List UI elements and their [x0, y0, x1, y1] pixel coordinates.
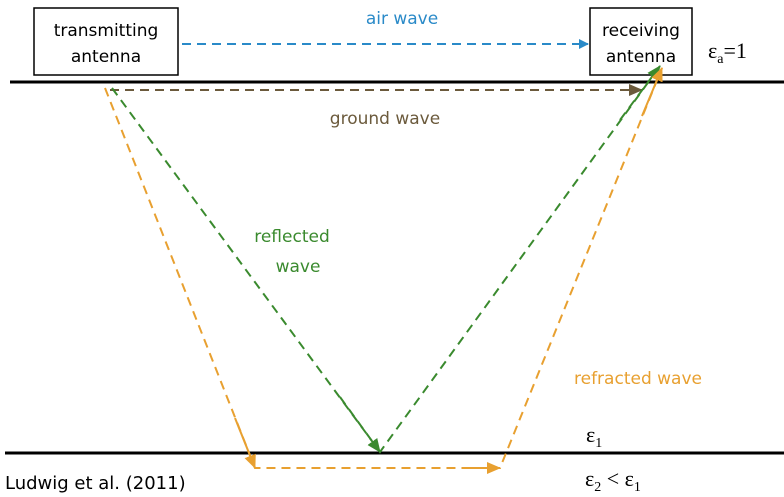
- citation: Ludwig et al. (2011): [5, 473, 186, 494]
- receiving-box: [589, 7, 693, 76]
- reflected-arrow: [619, 65, 661, 121]
- label: ground wave: [330, 109, 440, 129]
- label: antenna: [606, 47, 676, 67]
- symbol: ε: [585, 466, 594, 491]
- value: =1: [723, 38, 746, 63]
- refracted-arrow: [641, 67, 663, 117]
- label: air wave: [366, 9, 438, 29]
- symbol: ε: [708, 38, 717, 63]
- subscript: 2: [594, 480, 601, 495]
- label: transmitting: [54, 21, 159, 41]
- label: reflected: [254, 227, 330, 247]
- relation: <: [601, 466, 624, 491]
- symbol: ε: [625, 466, 634, 491]
- refracted-arrow: [234, 417, 256, 469]
- symbol: ε: [586, 422, 595, 447]
- epsilon-2: ε2 < ε1: [585, 466, 641, 495]
- subscript: 1: [595, 436, 602, 451]
- subscript: a: [717, 52, 724, 67]
- subscript: 1: [634, 480, 641, 495]
- epsilon-air: εa=1: [708, 38, 747, 67]
- label: refracted wave: [574, 369, 702, 389]
- epsilon-1: ε1: [586, 422, 602, 451]
- refracted-wave: [104, 67, 663, 469]
- label: receiving: [602, 21, 680, 41]
- label: wave: [276, 257, 321, 277]
- label: antenna: [71, 47, 141, 67]
- reflected-arrow: [339, 396, 381, 453]
- transmitting-box: [33, 7, 179, 76]
